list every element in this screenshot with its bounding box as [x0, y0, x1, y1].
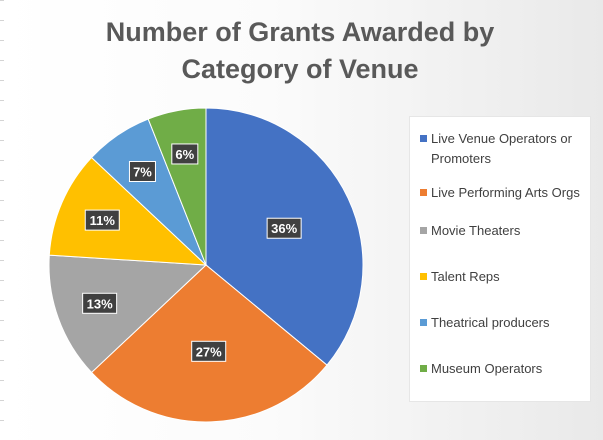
legend-item-4: Theatrical producers	[420, 313, 588, 333]
legend-item-1: Live Performing Arts Orgs	[420, 183, 588, 203]
legend-label: Live Performing Arts Orgs	[431, 185, 580, 200]
chart-title: Number of Grants Awarded by Category of …	[60, 14, 540, 88]
chart-title-line-1: Number of Grants Awarded by	[105, 17, 495, 47]
data-label-box	[82, 292, 118, 314]
legend-label: Live Venue Operators or Promoters	[431, 131, 572, 166]
pie-slice-3	[48, 156, 208, 266]
data-label-3: 11%	[84, 209, 120, 231]
chart-legend: Live Venue Operators or Promoters Live Pe…	[409, 116, 591, 402]
legend-swatch	[420, 319, 427, 326]
pie-slices	[48, 107, 364, 423]
data-label-5: 6%	[171, 143, 199, 165]
legend-item-3: Talent Reps	[420, 267, 588, 287]
data-label-1: 27%	[191, 340, 227, 362]
legend-label: Movie Theaters	[431, 223, 521, 238]
legend-label: Theatrical producers	[431, 315, 550, 330]
data-label-text: 6%	[175, 147, 194, 162]
data-label-box	[191, 340, 227, 362]
legend-item-5: Museum Operators	[420, 359, 588, 379]
data-label-text: 36%	[271, 221, 297, 236]
pie-data-labels: 36% 27% 13% 11% 7% 6%	[82, 143, 302, 362]
data-label-box	[266, 217, 302, 239]
data-label-2: 13%	[82, 292, 118, 314]
data-label-box	[84, 209, 120, 231]
legend-swatch	[420, 273, 427, 280]
data-label-0: 36%	[266, 217, 302, 239]
legend-item-0: Live Venue Operators or Promoters	[420, 129, 588, 169]
data-label-text: 27%	[196, 344, 222, 359]
data-label-text: 11%	[90, 213, 116, 228]
legend-swatch	[420, 135, 427, 142]
data-label-box	[171, 143, 199, 165]
legend-label: Talent Reps	[431, 269, 500, 284]
legend-label: Museum Operators	[431, 361, 543, 376]
data-label-text: 13%	[87, 296, 113, 311]
sheet-gridlines	[0, 0, 4, 440]
legend-swatch	[420, 227, 427, 234]
legend-item-2: Movie Theaters	[420, 221, 588, 241]
data-label-box	[128, 161, 156, 183]
legend-swatch	[420, 189, 427, 196]
pie-slice-2	[48, 254, 208, 374]
data-label-text: 7%	[133, 165, 152, 180]
data-label-4: 7%	[128, 161, 156, 183]
chart-title-line-2: Category of Venue	[181, 54, 419, 84]
legend-swatch	[420, 365, 427, 372]
